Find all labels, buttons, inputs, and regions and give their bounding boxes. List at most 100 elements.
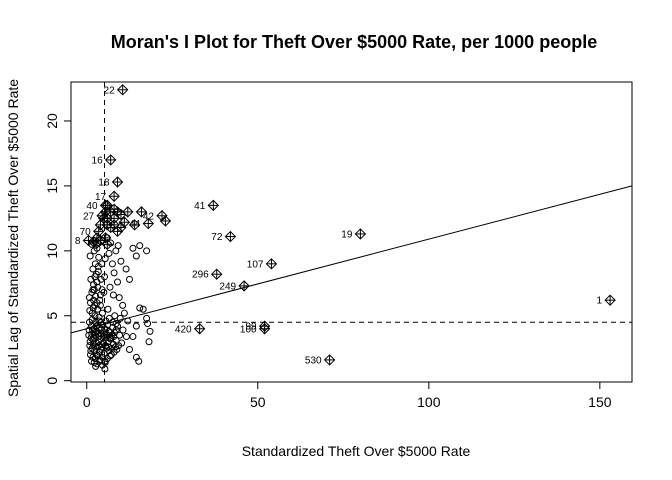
influential-point-label: 72 [211,232,223,243]
influential-point-label: 249 [219,281,236,292]
influential-point [122,206,134,218]
x-axis: 0 50 100 150 [83,381,612,410]
data-point [109,318,117,326]
data-point [122,333,130,341]
influential-point [111,176,124,188]
influential-point [604,294,616,306]
data-point [119,301,127,309]
data-point [105,343,113,351]
influential-point [108,190,120,202]
influential-point [224,230,237,243]
influential-point [108,219,120,231]
data-point [136,304,144,312]
data-point [98,309,106,317]
data-point [143,247,151,255]
influential-point-label: 99 [245,322,257,333]
data-point [106,283,114,291]
influential-point [354,228,367,240]
data-point [89,304,97,312]
data-point [95,253,103,261]
data-point [124,317,132,325]
data-point [86,252,94,260]
data-point [91,331,99,339]
influential-point [238,280,250,292]
influential-point-label: 530 [305,355,322,366]
influential-point-label: 16 [92,155,104,166]
influential-point [207,199,220,212]
y-axis-label: Spatial Lag of Standardized Theft Over $… [5,79,21,397]
data-point [95,333,103,341]
data-point [143,314,151,322]
data-point [120,309,128,317]
data-point [112,320,120,328]
y-tick-label: 5 [44,312,60,320]
data-point [118,339,126,347]
influential-point-label: 17 [95,192,107,203]
data-point [114,242,122,250]
data-point [125,275,133,283]
data-point [105,249,113,257]
data-point [92,362,100,370]
influential-point [116,84,129,96]
influential-point-label: 44 [129,219,141,230]
data-point [146,327,154,335]
influential-point-label: 22 [104,85,116,96]
influential-point-label: 420 [175,324,192,335]
data-point [101,255,109,263]
influential-point [156,210,168,222]
data-point [100,288,108,296]
data-point [91,273,99,281]
influential-point [108,203,120,215]
influential-point-label: 296 [192,270,209,281]
x-tick-label: 50 [250,394,266,410]
influential-point-label: 70 [80,227,92,238]
influential-point-label: 27 [83,211,95,222]
influential-point-label: 8 [75,236,81,247]
regression-line [70,185,633,334]
y-tick-label: 20 [44,113,60,129]
data-point [108,260,116,268]
data-point [95,317,103,325]
data-point [106,334,114,342]
data-point [145,338,153,346]
influential-point [211,268,223,280]
chart-title: Moran's I Plot for Theft Over $5000 Rate… [111,32,597,52]
data-point [110,333,118,341]
influential-point-label: 41 [194,201,206,212]
data-point [92,322,100,330]
x-tick-label: 0 [83,394,91,410]
influential-point [142,217,155,230]
data-point [93,351,101,359]
influential-point [115,221,127,234]
reference-lines [70,82,633,382]
y-tick-label: 0 [44,377,60,385]
data-point [110,329,118,337]
data-point [139,305,147,313]
data-point [144,320,152,328]
data-point [129,333,137,341]
y-tick-label: 15 [44,178,60,194]
data-point [114,278,122,286]
y-axis: 0 5 10 15 20 [44,113,72,385]
data-point [119,326,127,334]
influential-point [135,206,148,218]
influential-point [99,199,112,212]
data-point [132,353,140,361]
data-point [136,242,144,250]
x-tick-label: 150 [588,394,612,410]
data-point [101,359,109,367]
influential-point-label: 42 [143,211,155,222]
influential-point [93,225,105,238]
data-point [115,294,123,302]
data-point [132,322,140,330]
data-point [108,344,116,352]
data-point [97,343,105,351]
data-point [116,314,124,322]
influential-point [258,323,271,335]
influential-point [265,258,278,270]
x-axis-label: Standardized Theft Over $5000 Rate [242,443,471,459]
influential-point [193,323,206,335]
data-point [93,299,101,307]
influential-point [82,234,95,247]
